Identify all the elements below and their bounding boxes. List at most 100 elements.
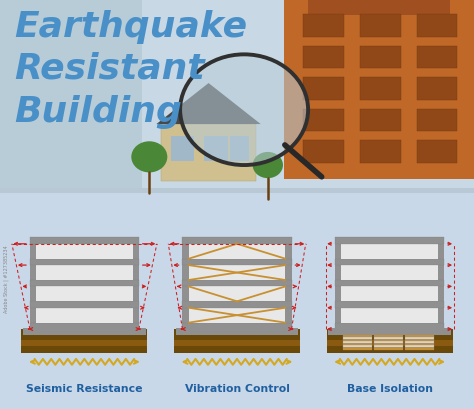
- Bar: [343, 343, 372, 345]
- Bar: [360, 110, 401, 132]
- Bar: [230, 137, 249, 162]
- Bar: [303, 78, 344, 101]
- Bar: [176, 328, 298, 335]
- Bar: [174, 340, 300, 346]
- Bar: [142, 0, 474, 190]
- Bar: [374, 337, 403, 339]
- Bar: [174, 329, 300, 353]
- Bar: [374, 345, 403, 348]
- Bar: [343, 337, 372, 339]
- Bar: [360, 141, 401, 164]
- Text: Base Isolation: Base Isolation: [346, 384, 433, 393]
- Bar: [405, 335, 434, 337]
- Bar: [343, 339, 372, 341]
- Bar: [343, 335, 372, 337]
- Bar: [182, 323, 292, 329]
- Bar: [328, 328, 451, 335]
- Bar: [171, 137, 194, 162]
- Bar: [23, 328, 146, 335]
- Bar: [343, 345, 372, 348]
- Bar: [417, 15, 457, 38]
- Bar: [204, 137, 228, 162]
- Bar: [343, 341, 372, 343]
- Bar: [405, 339, 434, 341]
- Bar: [21, 340, 147, 346]
- Bar: [189, 287, 285, 301]
- Bar: [133, 238, 139, 329]
- Bar: [161, 125, 256, 182]
- Bar: [36, 308, 133, 323]
- Bar: [341, 308, 438, 323]
- Bar: [374, 339, 403, 341]
- Bar: [36, 265, 133, 280]
- Circle shape: [180, 55, 308, 166]
- Text: Building: Building: [14, 95, 182, 129]
- Text: Resistant: Resistant: [14, 51, 205, 85]
- Bar: [21, 329, 147, 353]
- Bar: [30, 259, 139, 265]
- Bar: [308, 0, 450, 16]
- Bar: [182, 238, 189, 329]
- Bar: [341, 244, 438, 259]
- Bar: [303, 15, 344, 38]
- Bar: [30, 323, 139, 329]
- Bar: [327, 329, 453, 353]
- Bar: [30, 301, 139, 308]
- Bar: [303, 47, 344, 69]
- Bar: [360, 15, 401, 38]
- Bar: [30, 280, 139, 287]
- Bar: [303, 141, 344, 164]
- Bar: [335, 280, 444, 287]
- Bar: [341, 265, 438, 280]
- Bar: [182, 238, 292, 244]
- Bar: [360, 47, 401, 69]
- Bar: [335, 238, 444, 244]
- Bar: [405, 348, 434, 350]
- Bar: [343, 333, 372, 335]
- Bar: [417, 78, 457, 101]
- Bar: [36, 287, 133, 301]
- Bar: [360, 78, 401, 101]
- Bar: [327, 340, 453, 346]
- Bar: [405, 343, 434, 345]
- Bar: [182, 301, 292, 308]
- Bar: [405, 341, 434, 343]
- Bar: [341, 287, 438, 301]
- Text: Vibration Control: Vibration Control: [184, 384, 290, 393]
- Bar: [30, 238, 36, 329]
- Text: Seismic Resistance: Seismic Resistance: [26, 384, 143, 393]
- Text: Earthquake: Earthquake: [14, 10, 247, 44]
- Polygon shape: [156, 84, 261, 125]
- Bar: [417, 47, 457, 69]
- Bar: [303, 110, 344, 132]
- Circle shape: [253, 153, 283, 179]
- Bar: [335, 301, 444, 308]
- Text: Adobe Stock | #127385234: Adobe Stock | #127385234: [3, 245, 9, 312]
- Bar: [335, 259, 444, 265]
- Bar: [374, 341, 403, 343]
- Bar: [189, 244, 285, 259]
- Bar: [189, 265, 285, 280]
- Bar: [335, 323, 444, 329]
- Bar: [285, 238, 292, 329]
- Bar: [343, 348, 372, 350]
- Bar: [374, 348, 403, 350]
- Bar: [405, 345, 434, 348]
- Bar: [284, 0, 474, 180]
- Bar: [417, 141, 457, 164]
- Bar: [417, 110, 457, 132]
- Bar: [374, 343, 403, 345]
- Circle shape: [131, 142, 167, 173]
- Bar: [30, 238, 139, 244]
- Bar: [0, 0, 474, 190]
- Bar: [36, 244, 133, 259]
- Bar: [182, 280, 292, 287]
- Bar: [182, 259, 292, 265]
- Bar: [374, 333, 403, 335]
- Bar: [0, 188, 474, 193]
- Bar: [189, 308, 285, 323]
- Bar: [405, 337, 434, 339]
- Bar: [438, 238, 444, 329]
- Bar: [405, 333, 434, 335]
- Bar: [335, 238, 341, 329]
